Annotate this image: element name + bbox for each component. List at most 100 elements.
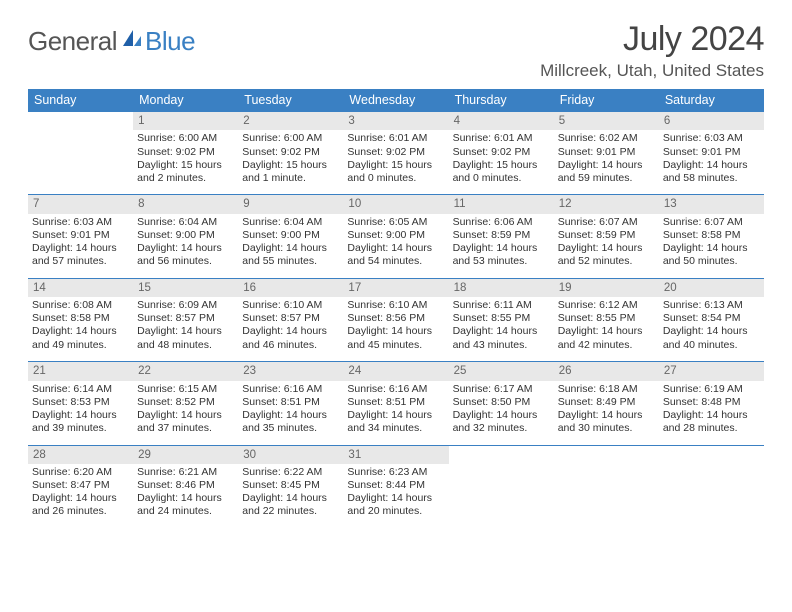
daylight-line: Daylight: 14 hours and 24 minutes. bbox=[137, 492, 234, 518]
sunset-line: Sunset: 8:47 PM bbox=[32, 479, 129, 492]
calendar-day-cell: 20Sunrise: 6:13 AMSunset: 8:54 PMDayligh… bbox=[659, 278, 764, 361]
sunset-line: Sunset: 8:44 PM bbox=[347, 479, 444, 492]
day-body: Sunrise: 6:08 AMSunset: 8:58 PMDaylight:… bbox=[28, 297, 133, 361]
calendar-day-cell: 5Sunrise: 6:02 AMSunset: 9:01 PMDaylight… bbox=[554, 112, 659, 195]
calendar-day-cell: 8Sunrise: 6:04 AMSunset: 9:00 PMDaylight… bbox=[133, 195, 238, 278]
daylight-line: Daylight: 14 hours and 57 minutes. bbox=[32, 242, 129, 268]
day-body: Sunrise: 6:11 AMSunset: 8:55 PMDaylight:… bbox=[449, 297, 554, 361]
daylight-line: Daylight: 14 hours and 56 minutes. bbox=[137, 242, 234, 268]
sunrise-line: Sunrise: 6:00 AM bbox=[137, 132, 234, 145]
day-number: 1 bbox=[133, 112, 238, 130]
sunset-line: Sunset: 8:59 PM bbox=[453, 229, 550, 242]
calendar-day-cell bbox=[28, 112, 133, 195]
day-number bbox=[659, 446, 764, 464]
day-number: 20 bbox=[659, 279, 764, 297]
day-number: 5 bbox=[554, 112, 659, 130]
sunset-line: Sunset: 8:50 PM bbox=[453, 396, 550, 409]
sunset-line: Sunset: 8:55 PM bbox=[558, 312, 655, 325]
day-number: 8 bbox=[133, 195, 238, 213]
daylight-line: Daylight: 14 hours and 32 minutes. bbox=[453, 409, 550, 435]
sunrise-line: Sunrise: 6:00 AM bbox=[242, 132, 339, 145]
location-text: Millcreek, Utah, United States bbox=[540, 61, 764, 81]
calendar-day-cell: 12Sunrise: 6:07 AMSunset: 8:59 PMDayligh… bbox=[554, 195, 659, 278]
weekday-header: Tuesday bbox=[238, 89, 343, 112]
calendar-week-row: 28Sunrise: 6:20 AMSunset: 8:47 PMDayligh… bbox=[28, 445, 764, 528]
day-body: Sunrise: 6:05 AMSunset: 9:00 PMDaylight:… bbox=[343, 214, 448, 278]
calendar-week-row: 7Sunrise: 6:03 AMSunset: 9:01 PMDaylight… bbox=[28, 195, 764, 278]
daylight-line: Daylight: 15 hours and 0 minutes. bbox=[453, 159, 550, 185]
day-body: Sunrise: 6:10 AMSunset: 8:57 PMDaylight:… bbox=[238, 297, 343, 361]
sunset-line: Sunset: 8:49 PM bbox=[558, 396, 655, 409]
day-body: Sunrise: 6:07 AMSunset: 8:59 PMDaylight:… bbox=[554, 214, 659, 278]
daylight-line: Daylight: 15 hours and 2 minutes. bbox=[137, 159, 234, 185]
sunrise-line: Sunrise: 6:07 AM bbox=[558, 216, 655, 229]
calendar-week-row: 21Sunrise: 6:14 AMSunset: 8:53 PMDayligh… bbox=[28, 362, 764, 445]
calendar-day-cell: 26Sunrise: 6:18 AMSunset: 8:49 PMDayligh… bbox=[554, 362, 659, 445]
weekday-header: Sunday bbox=[28, 89, 133, 112]
calendar-day-cell: 31Sunrise: 6:23 AMSunset: 8:44 PMDayligh… bbox=[343, 445, 448, 528]
calendar-day-cell: 24Sunrise: 6:16 AMSunset: 8:51 PMDayligh… bbox=[343, 362, 448, 445]
day-body: Sunrise: 6:19 AMSunset: 8:48 PMDaylight:… bbox=[659, 381, 764, 445]
sunset-line: Sunset: 8:48 PM bbox=[663, 396, 760, 409]
sunset-line: Sunset: 8:59 PM bbox=[558, 229, 655, 242]
sunset-line: Sunset: 8:55 PM bbox=[453, 312, 550, 325]
day-body: Sunrise: 6:17 AMSunset: 8:50 PMDaylight:… bbox=[449, 381, 554, 445]
day-number: 31 bbox=[343, 446, 448, 464]
calendar-day-cell: 21Sunrise: 6:14 AMSunset: 8:53 PMDayligh… bbox=[28, 362, 133, 445]
sunset-line: Sunset: 8:57 PM bbox=[242, 312, 339, 325]
sunset-line: Sunset: 8:58 PM bbox=[32, 312, 129, 325]
day-body: Sunrise: 6:07 AMSunset: 8:58 PMDaylight:… bbox=[659, 214, 764, 278]
day-number bbox=[449, 446, 554, 464]
day-body: Sunrise: 6:16 AMSunset: 8:51 PMDaylight:… bbox=[238, 381, 343, 445]
calendar-day-cell: 18Sunrise: 6:11 AMSunset: 8:55 PMDayligh… bbox=[449, 278, 554, 361]
calendar-week-row: 14Sunrise: 6:08 AMSunset: 8:58 PMDayligh… bbox=[28, 278, 764, 361]
sunset-line: Sunset: 9:02 PM bbox=[347, 146, 444, 159]
sunrise-line: Sunrise: 6:12 AM bbox=[558, 299, 655, 312]
daylight-line: Daylight: 14 hours and 58 minutes. bbox=[663, 159, 760, 185]
sunrise-line: Sunrise: 6:03 AM bbox=[32, 216, 129, 229]
day-number: 12 bbox=[554, 195, 659, 213]
calendar-day-cell: 6Sunrise: 6:03 AMSunset: 9:01 PMDaylight… bbox=[659, 112, 764, 195]
calendar-header-row: SundayMondayTuesdayWednesdayThursdayFrid… bbox=[28, 89, 764, 112]
sunset-line: Sunset: 8:58 PM bbox=[663, 229, 760, 242]
day-number: 10 bbox=[343, 195, 448, 213]
day-number: 17 bbox=[343, 279, 448, 297]
sunrise-line: Sunrise: 6:02 AM bbox=[558, 132, 655, 145]
day-body: Sunrise: 6:10 AMSunset: 8:56 PMDaylight:… bbox=[343, 297, 448, 361]
day-number: 3 bbox=[343, 112, 448, 130]
daylight-line: Daylight: 14 hours and 26 minutes. bbox=[32, 492, 129, 518]
calendar-day-cell: 27Sunrise: 6:19 AMSunset: 8:48 PMDayligh… bbox=[659, 362, 764, 445]
day-body: Sunrise: 6:01 AMSunset: 9:02 PMDaylight:… bbox=[343, 130, 448, 194]
daylight-line: Daylight: 15 hours and 0 minutes. bbox=[347, 159, 444, 185]
sunrise-line: Sunrise: 6:22 AM bbox=[242, 466, 339, 479]
calendar-day-cell: 19Sunrise: 6:12 AMSunset: 8:55 PMDayligh… bbox=[554, 278, 659, 361]
daylight-line: Daylight: 14 hours and 40 minutes. bbox=[663, 325, 760, 351]
calendar-day-cell bbox=[554, 445, 659, 528]
sunset-line: Sunset: 8:57 PM bbox=[137, 312, 234, 325]
calendar-day-cell: 30Sunrise: 6:22 AMSunset: 8:45 PMDayligh… bbox=[238, 445, 343, 528]
sunrise-line: Sunrise: 6:16 AM bbox=[242, 383, 339, 396]
day-body: Sunrise: 6:04 AMSunset: 9:00 PMDaylight:… bbox=[238, 214, 343, 278]
calendar-day-cell: 2Sunrise: 6:00 AMSunset: 9:02 PMDaylight… bbox=[238, 112, 343, 195]
calendar-day-cell: 28Sunrise: 6:20 AMSunset: 8:47 PMDayligh… bbox=[28, 445, 133, 528]
sunset-line: Sunset: 8:52 PM bbox=[137, 396, 234, 409]
day-number: 2 bbox=[238, 112, 343, 130]
day-number: 11 bbox=[449, 195, 554, 213]
daylight-line: Daylight: 14 hours and 54 minutes. bbox=[347, 242, 444, 268]
day-number: 7 bbox=[28, 195, 133, 213]
sunrise-line: Sunrise: 6:19 AM bbox=[663, 383, 760, 396]
logo: General Blue bbox=[28, 26, 195, 57]
sunrise-line: Sunrise: 6:21 AM bbox=[137, 466, 234, 479]
sunrise-line: Sunrise: 6:09 AM bbox=[137, 299, 234, 312]
daylight-line: Daylight: 14 hours and 37 minutes. bbox=[137, 409, 234, 435]
sunrise-line: Sunrise: 6:23 AM bbox=[347, 466, 444, 479]
sunset-line: Sunset: 9:02 PM bbox=[137, 146, 234, 159]
day-number: 4 bbox=[449, 112, 554, 130]
day-number: 14 bbox=[28, 279, 133, 297]
day-body: Sunrise: 6:13 AMSunset: 8:54 PMDaylight:… bbox=[659, 297, 764, 361]
sunrise-line: Sunrise: 6:10 AM bbox=[347, 299, 444, 312]
day-body: Sunrise: 6:14 AMSunset: 8:53 PMDaylight:… bbox=[28, 381, 133, 445]
daylight-line: Daylight: 15 hours and 1 minute. bbox=[242, 159, 339, 185]
day-body: Sunrise: 6:06 AMSunset: 8:59 PMDaylight:… bbox=[449, 214, 554, 278]
day-body bbox=[28, 130, 133, 194]
